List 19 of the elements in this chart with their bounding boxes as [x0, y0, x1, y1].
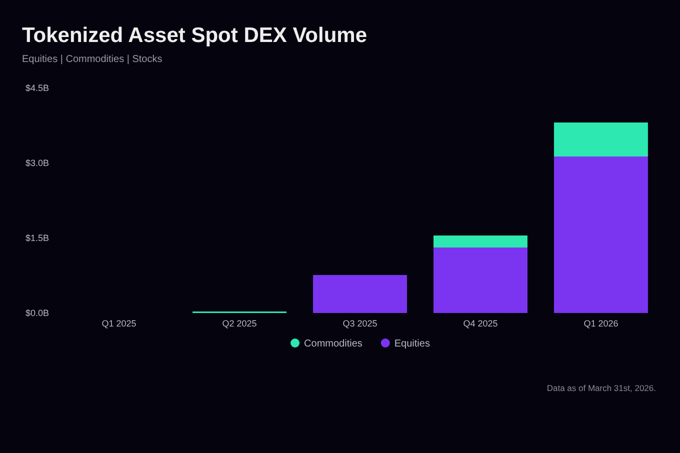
bar — [313, 275, 407, 313]
legend-label: Equities — [394, 338, 430, 350]
bar — [433, 236, 528, 248]
chart-title: Tokenized Asset Spot DEX Volume — [22, 24, 368, 47]
x-tick-label: Q3 2025 — [342, 318, 378, 328]
bar — [433, 248, 528, 313]
x-tick-label: Q1 2026 — [584, 318, 618, 328]
y-tick-label: $0.0B — [25, 308, 49, 318]
y-tick-label: $3.0B — [25, 158, 49, 168]
chart-subtitle: Equities | Commodities | Stocks — [22, 54, 162, 65]
x-tick-label: Q2 2025 — [222, 318, 257, 328]
legend-label: Commodities — [304, 338, 362, 350]
x-tick-label: Q4 2025 — [463, 318, 498, 328]
bar — [554, 156, 648, 313]
y-tick-label: $1.5B — [25, 232, 49, 243]
y-tick-label: $4.5B — [25, 82, 49, 93]
text: Data as of March 31st, 2026. — [546, 383, 656, 393]
x-tick-label: Q1 2025 — [102, 318, 136, 328]
bar — [554, 122, 648, 156]
